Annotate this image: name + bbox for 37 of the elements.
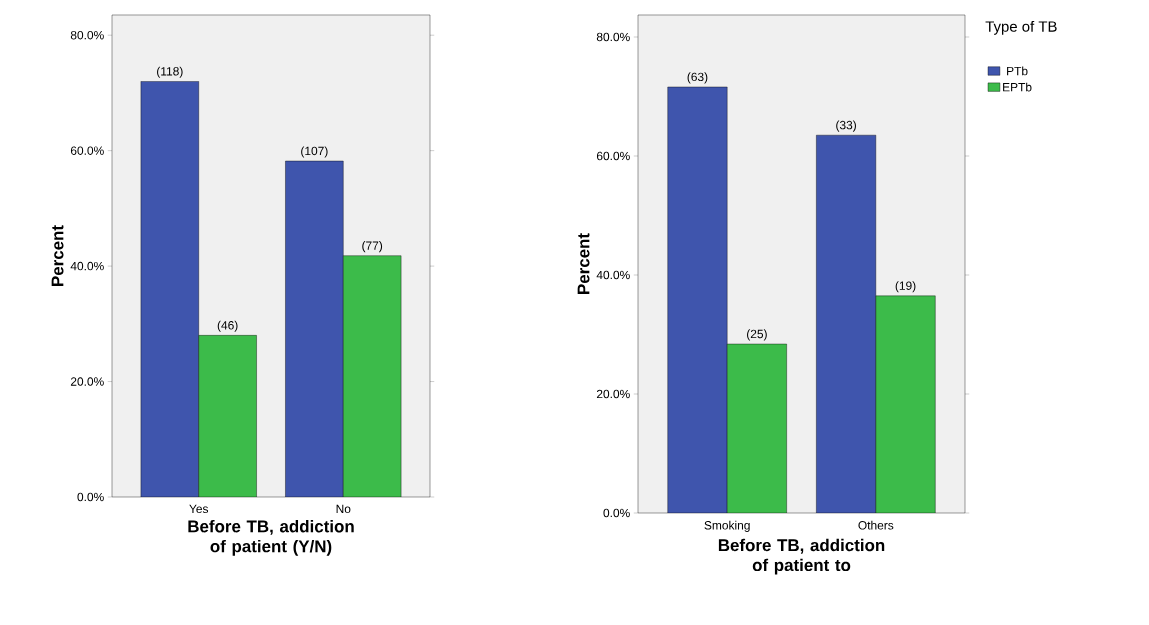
annotation: (19) bbox=[895, 281, 916, 293]
y-tick-label: 40.0% bbox=[596, 270, 630, 280]
annotation: (25) bbox=[747, 329, 767, 341]
bar bbox=[816, 134, 877, 513]
x-tick-label: No bbox=[336, 504, 351, 514]
bar bbox=[726, 343, 787, 513]
y-tick-label: 20.0% bbox=[70, 377, 104, 386]
y-tick-label: 40.0% bbox=[70, 261, 104, 271]
legend-label: PTb bbox=[1007, 66, 1028, 76]
y-tick-label: 80.0% bbox=[70, 30, 104, 40]
x-tick-label: Yes bbox=[189, 504, 209, 514]
bar bbox=[667, 86, 728, 513]
legend-label: EPTb bbox=[1003, 82, 1032, 92]
y-axis-title: Percent bbox=[577, 233, 590, 294]
annotation: (77) bbox=[362, 241, 383, 253]
y-tick-label: 0.0% bbox=[603, 508, 630, 518]
x-tick-label: Others bbox=[858, 520, 894, 530]
x-tick-label: Smoking bbox=[704, 520, 750, 532]
bar bbox=[140, 81, 199, 497]
y-tick-label: 0.0% bbox=[77, 492, 104, 502]
annotation: (33) bbox=[836, 120, 856, 132]
legend-title: Type of TB bbox=[985, 20, 1057, 35]
y-axis-title: Percent bbox=[51, 225, 64, 286]
x-axis-title: Before TB, addiction of patient (Y/N) bbox=[188, 519, 354, 556]
y-tick-label: 80.0% bbox=[596, 32, 630, 42]
bar bbox=[875, 295, 936, 513]
annotation: (107) bbox=[301, 146, 328, 158]
bar bbox=[343, 255, 402, 497]
y-tick-label: 60.0% bbox=[70, 146, 104, 155]
annotation: (118) bbox=[157, 66, 183, 78]
bar bbox=[198, 335, 257, 497]
annotation: (46) bbox=[217, 320, 238, 332]
x-axis-title: Before TB, addiction of patient to bbox=[718, 538, 885, 575]
bar bbox=[285, 160, 344, 497]
y-tick-label: 60.0% bbox=[596, 151, 630, 161]
annotation: (63) bbox=[687, 72, 708, 84]
y-tick-label: 20.0% bbox=[596, 389, 630, 399]
